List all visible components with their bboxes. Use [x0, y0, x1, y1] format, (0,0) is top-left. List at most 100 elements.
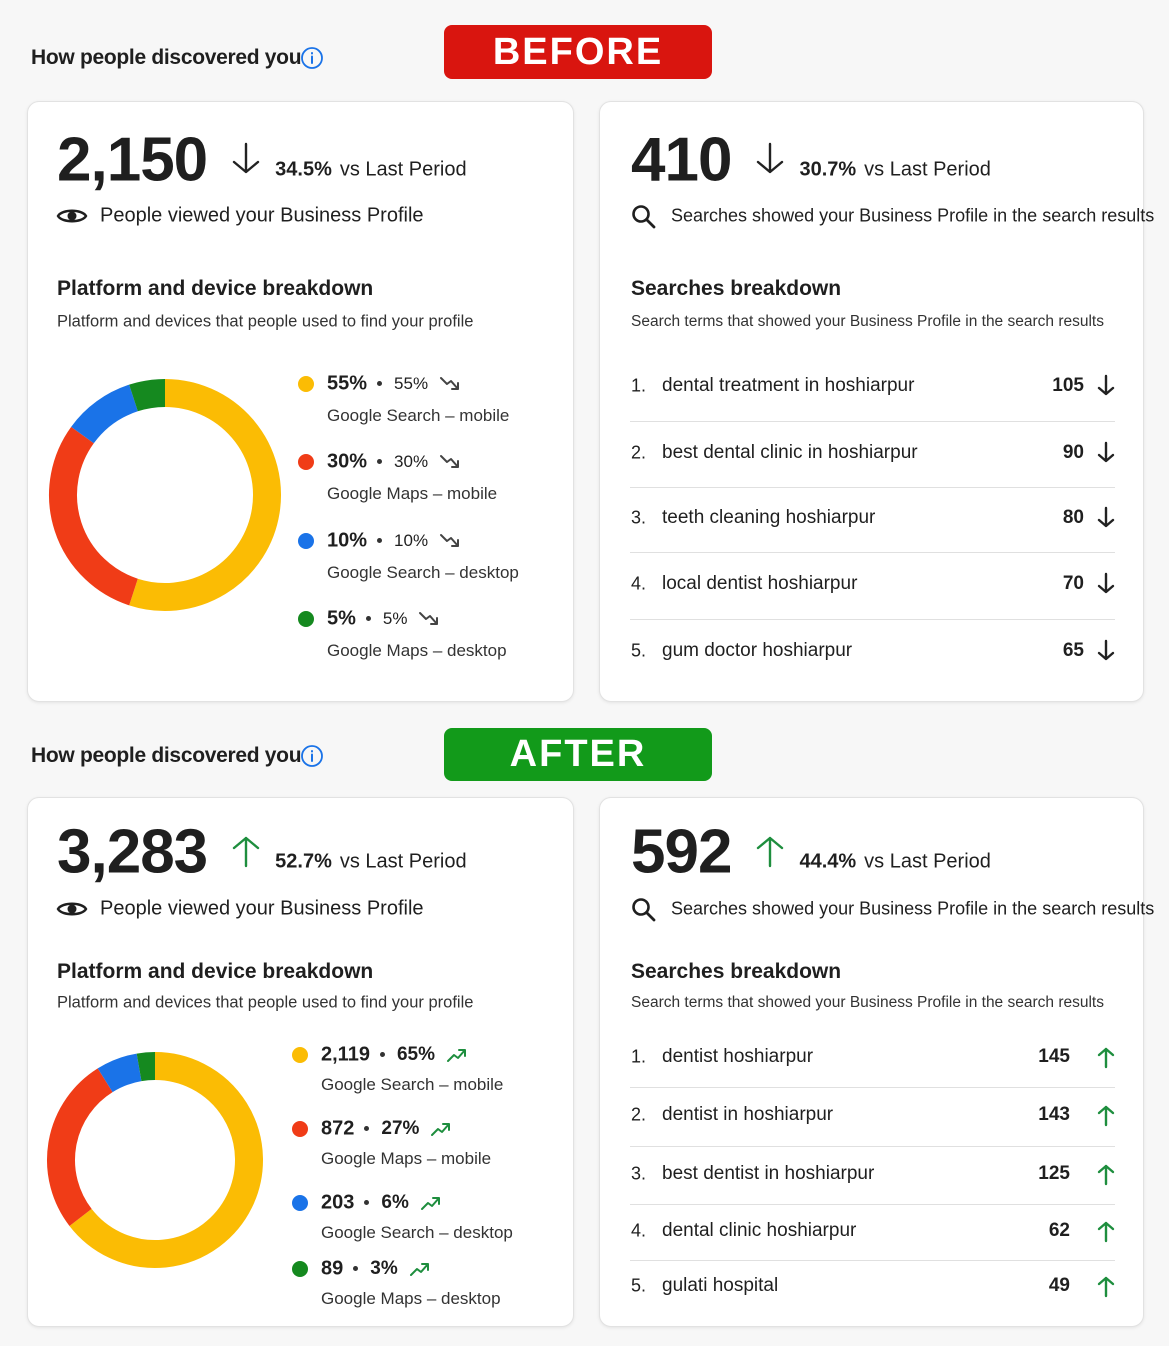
- trend-icon: [440, 455, 460, 468]
- legend-separator: [353, 1266, 359, 1271]
- legend-separator: [364, 1126, 370, 1131]
- legend-separator: [377, 381, 383, 386]
- legend-dot: [298, 454, 314, 470]
- legend-value: 10%: [327, 529, 368, 552]
- term-rank: 4.: [631, 1220, 647, 1241]
- trend-arrow: [1097, 1105, 1115, 1127]
- legend-dot: [298, 533, 314, 549]
- term-text: best dentist in hoshiarpur: [662, 1163, 875, 1184]
- term-count: 80: [1062, 507, 1084, 528]
- row-divider: [630, 1087, 1115, 1088]
- term-count: 49: [1048, 1275, 1070, 1296]
- trend-arrow: [1097, 1221, 1115, 1243]
- term-count: 90: [1062, 442, 1084, 463]
- badge: AFTER: [444, 728, 712, 781]
- trend-arrow: [1097, 1047, 1115, 1069]
- term-text: best dental clinic in hoshiarpur: [662, 442, 918, 463]
- trend-arrow: [232, 836, 260, 868]
- legend-value: 2,119: [321, 1043, 370, 1066]
- legend-label: Google Search – mobile: [321, 1075, 504, 1094]
- trend-icon: [409, 1263, 429, 1276]
- term-text: gum doctor hoshiarpur: [662, 640, 853, 661]
- legend-share: 27%: [381, 1118, 420, 1139]
- trend-icon: [446, 1049, 466, 1062]
- term-rank: 3.: [631, 507, 647, 528]
- legend-dot: [292, 1121, 308, 1137]
- legend-label: Google Maps – desktop: [321, 1289, 501, 1308]
- legend-value: 203: [321, 1191, 355, 1214]
- trend-arrow: [1097, 506, 1115, 528]
- donut-segment: [69, 1052, 263, 1268]
- term-text: dental clinic hoshiarpur: [662, 1220, 857, 1241]
- legend-separator: [377, 538, 383, 543]
- term-rank: 1.: [631, 375, 647, 396]
- row-divider: [630, 1203, 1115, 1205]
- term-count: 70: [1062, 573, 1084, 594]
- legend-dot: [292, 1047, 308, 1063]
- term-count: 145: [1038, 1046, 1070, 1067]
- section-heading: How people discovered you: [31, 46, 302, 69]
- trend-arrow: [1097, 1164, 1115, 1186]
- donut-chart: [47, 1052, 263, 1268]
- term-count: 143: [1038, 1104, 1070, 1125]
- donut-segment: [49, 426, 139, 606]
- row-divider: [630, 1259, 1115, 1261]
- legend-dot: [292, 1261, 308, 1277]
- row-divider: [630, 420, 1115, 422]
- legend-share: 65%: [396, 1044, 435, 1065]
- trend-arrow: [1097, 572, 1115, 594]
- donut-segment: [97, 1053, 142, 1093]
- legend-dot: [298, 376, 314, 392]
- trend-icon: [431, 1123, 451, 1136]
- legend-separator: [379, 1052, 385, 1057]
- section-title: Platform and device breakdown: [57, 277, 374, 300]
- metric-change: 34.5%: [275, 158, 332, 181]
- term-text: dentist hoshiarpur: [662, 1046, 814, 1067]
- legend-value: 55%: [327, 372, 368, 395]
- term-text: dentist in hoshiarpur: [662, 1104, 834, 1125]
- card: [599, 797, 1144, 1327]
- trend-arrow: [1097, 1276, 1115, 1298]
- legend-label: Google Search – mobile: [327, 406, 510, 425]
- donut-segment: [47, 1068, 113, 1226]
- term-rank: 5.: [631, 640, 647, 661]
- legend-share: 6%: [381, 1192, 409, 1213]
- legend-value: 30%: [327, 450, 368, 473]
- info-icon: [301, 47, 323, 69]
- legend-dot: [298, 611, 314, 627]
- legend-value: 872: [321, 1117, 355, 1140]
- donut-chart: [49, 379, 281, 611]
- metric-label: People viewed your Business Profile: [100, 897, 424, 920]
- metric-label: People viewed your Business Profile: [100, 204, 424, 227]
- search-icon: [632, 898, 656, 922]
- metric-suffix: vs Last Period: [864, 158, 991, 181]
- metric-total: 2,150: [57, 125, 208, 195]
- donut-segment: [129, 379, 281, 611]
- legend-share: 30%: [394, 452, 429, 471]
- section-subtitle: Platform and devices that people used to…: [57, 993, 474, 1012]
- metric-total: 592: [631, 817, 732, 887]
- metric-total: 3,283: [57, 817, 208, 887]
- metric-suffix: vs Last Period: [339, 158, 467, 181]
- metric-total: 410: [631, 125, 732, 195]
- metric-label: Searches showed your Business Profile in…: [671, 205, 1155, 226]
- legend-share: 5%: [382, 609, 408, 628]
- legend-separator: [365, 616, 371, 621]
- eye-icon: [56, 902, 88, 916]
- term-rank: 2.: [631, 442, 647, 463]
- eye-icon: [56, 209, 88, 223]
- section-heading: How people discovered you: [31, 744, 302, 767]
- row-divider: [630, 552, 1115, 553]
- term-rank: 1.: [631, 1046, 647, 1067]
- row-divider: [630, 618, 1115, 620]
- section-subtitle: Search terms that showed your Business P…: [631, 313, 1104, 330]
- term-text: gulati hospital: [662, 1275, 779, 1296]
- section-subtitle: Platform and devices that people used to…: [57, 312, 474, 331]
- legend-label: Google Search – desktop: [321, 1223, 513, 1242]
- trend-icon: [419, 612, 439, 625]
- donut-segment: [71, 384, 139, 444]
- term-count: 65: [1062, 640, 1084, 661]
- term-rank: 4.: [631, 573, 647, 594]
- term-text: dental treatment in hoshiarpur: [662, 375, 915, 396]
